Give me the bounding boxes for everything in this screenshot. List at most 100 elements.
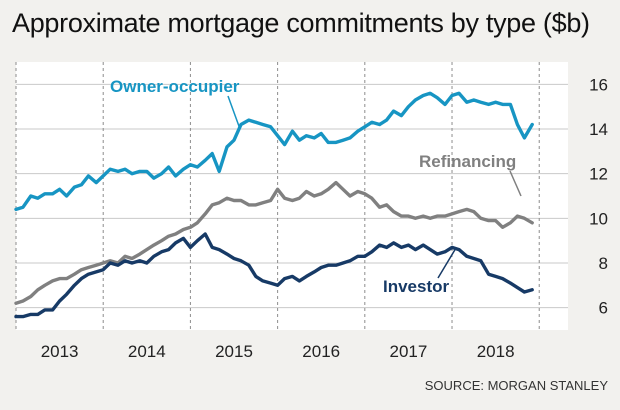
data-point-refinancing	[276, 188, 279, 191]
data-point-refinancing	[22, 300, 24, 302]
data-point-owner-occupier	[233, 139, 235, 141]
data-point-owner-occupier	[261, 123, 264, 126]
data-point-investor	[458, 248, 460, 251]
data-point-owner-occupier	[269, 125, 272, 128]
data-point-owner-occupier	[182, 168, 185, 170]
data-point-refinancing	[494, 219, 497, 222]
data-point-owner-occupier	[466, 101, 468, 103]
data-point-investor	[357, 255, 359, 258]
data-point-refinancing	[487, 219, 490, 222]
data-point-owner-occupier	[385, 119, 388, 121]
data-point-investor	[305, 275, 308, 278]
data-point-refinancing	[73, 273, 76, 275]
series-line-refinancing	[14, 180, 534, 305]
data-point-investor	[131, 262, 133, 264]
data-point-refinancing	[466, 208, 468, 211]
data-point-owner-occupier	[407, 105, 410, 108]
data-point-investor	[385, 246, 388, 249]
data-point-investor	[65, 293, 68, 296]
data-point-refinancing	[531, 222, 534, 224]
data-point-refinancing	[226, 197, 228, 200]
y-tick-label: 16	[589, 75, 608, 94]
x-tick-label: 2014	[128, 342, 166, 361]
label-leader-investor	[437, 247, 457, 279]
data-point-refinancing	[305, 190, 308, 193]
data-point-investor	[479, 259, 482, 262]
data-point-refinancing	[255, 204, 257, 206]
data-point-owner-occupier	[167, 166, 170, 168]
data-point-owner-occupier	[109, 168, 111, 170]
data-point-owner-occupier	[146, 170, 148, 173]
data-point-investor	[87, 273, 90, 275]
data-point-investor	[211, 246, 214, 249]
data-point-owner-occupier	[30, 195, 32, 197]
chart-title: Approximate mortgage commitments by type…	[12, 8, 590, 38]
data-point-refinancing	[342, 188, 344, 191]
data-point-owner-occupier	[509, 103, 512, 106]
data-point-refinancing	[51, 280, 54, 282]
data-point-owner-occupier	[400, 114, 403, 117]
series-line-owner-occupier	[14, 91, 534, 212]
data-point-refinancing	[392, 210, 395, 213]
x-tick-label: 2018	[477, 342, 515, 361]
data-point-owner-occupier	[37, 197, 39, 200]
data-point-refinancing	[102, 262, 105, 264]
data-point-investor	[335, 264, 337, 267]
data-point-owner-occupier	[370, 121, 373, 124]
y-tick-label: 10	[589, 209, 608, 228]
data-point-investor	[291, 275, 294, 278]
data-point-owner-occupier	[204, 159, 207, 162]
data-point-owner-occupier	[479, 101, 482, 103]
data-point-investor	[487, 273, 490, 275]
data-point-investor	[167, 248, 170, 251]
data-point-refinancing	[320, 192, 323, 195]
data-point-investor	[466, 255, 468, 258]
data-point-investor	[422, 244, 425, 246]
data-point-owner-occupier	[226, 146, 228, 148]
data-point-refinancing	[335, 181, 337, 184]
data-point-refinancing	[378, 206, 381, 208]
data-point-owner-occupier	[95, 181, 98, 184]
data-point-refinancing	[131, 257, 133, 260]
label-leader-refinancing	[509, 170, 522, 197]
data-point-investor	[298, 280, 301, 282]
label-leader-owner-occupier	[227, 95, 241, 130]
data-point-refinancing	[189, 226, 192, 229]
data-point-owner-occupier	[313, 137, 316, 139]
series-label-investor: Investor	[383, 277, 450, 296]
data-point-investor	[73, 284, 76, 287]
data-point-owner-occupier	[22, 206, 24, 208]
data-point-investor	[392, 242, 395, 244]
y-tick-label: 14	[589, 120, 608, 139]
data-point-investor	[146, 262, 148, 264]
y-tick-label: 6	[599, 299, 608, 318]
data-point-investor	[444, 251, 446, 253]
data-point-refinancing	[124, 255, 126, 258]
data-point-refinancing	[160, 239, 163, 242]
data-point-refinancing	[422, 215, 425, 217]
data-point-owner-occupier	[291, 130, 294, 133]
data-point-investor	[152, 255, 155, 258]
data-point-refinancing	[109, 259, 111, 262]
data-point-investor	[349, 259, 351, 262]
x-tick-label: 2017	[390, 342, 428, 361]
data-point-refinancing	[283, 197, 286, 200]
x-tick-label: 2016	[302, 342, 340, 361]
data-point-investor	[516, 286, 519, 289]
data-point-investor	[204, 233, 207, 235]
data-point-owner-occupier	[160, 172, 163, 175]
data-point-investor	[30, 313, 32, 316]
data-point-refinancing	[174, 233, 177, 235]
data-point-investor	[58, 300, 61, 302]
data-point-owner-occupier	[357, 130, 359, 133]
data-point-refinancing	[261, 201, 264, 204]
data-point-owner-occupier	[516, 123, 519, 126]
data-point-refinancing	[400, 215, 403, 217]
data-point-investor	[174, 242, 177, 244]
data-point-investor	[22, 315, 24, 318]
data-point-refinancing	[233, 199, 235, 202]
data-point-refinancing	[385, 204, 388, 206]
data-point-owner-occupier	[349, 137, 351, 139]
data-point-owner-occupier	[196, 166, 199, 168]
data-point-refinancing	[313, 195, 316, 197]
